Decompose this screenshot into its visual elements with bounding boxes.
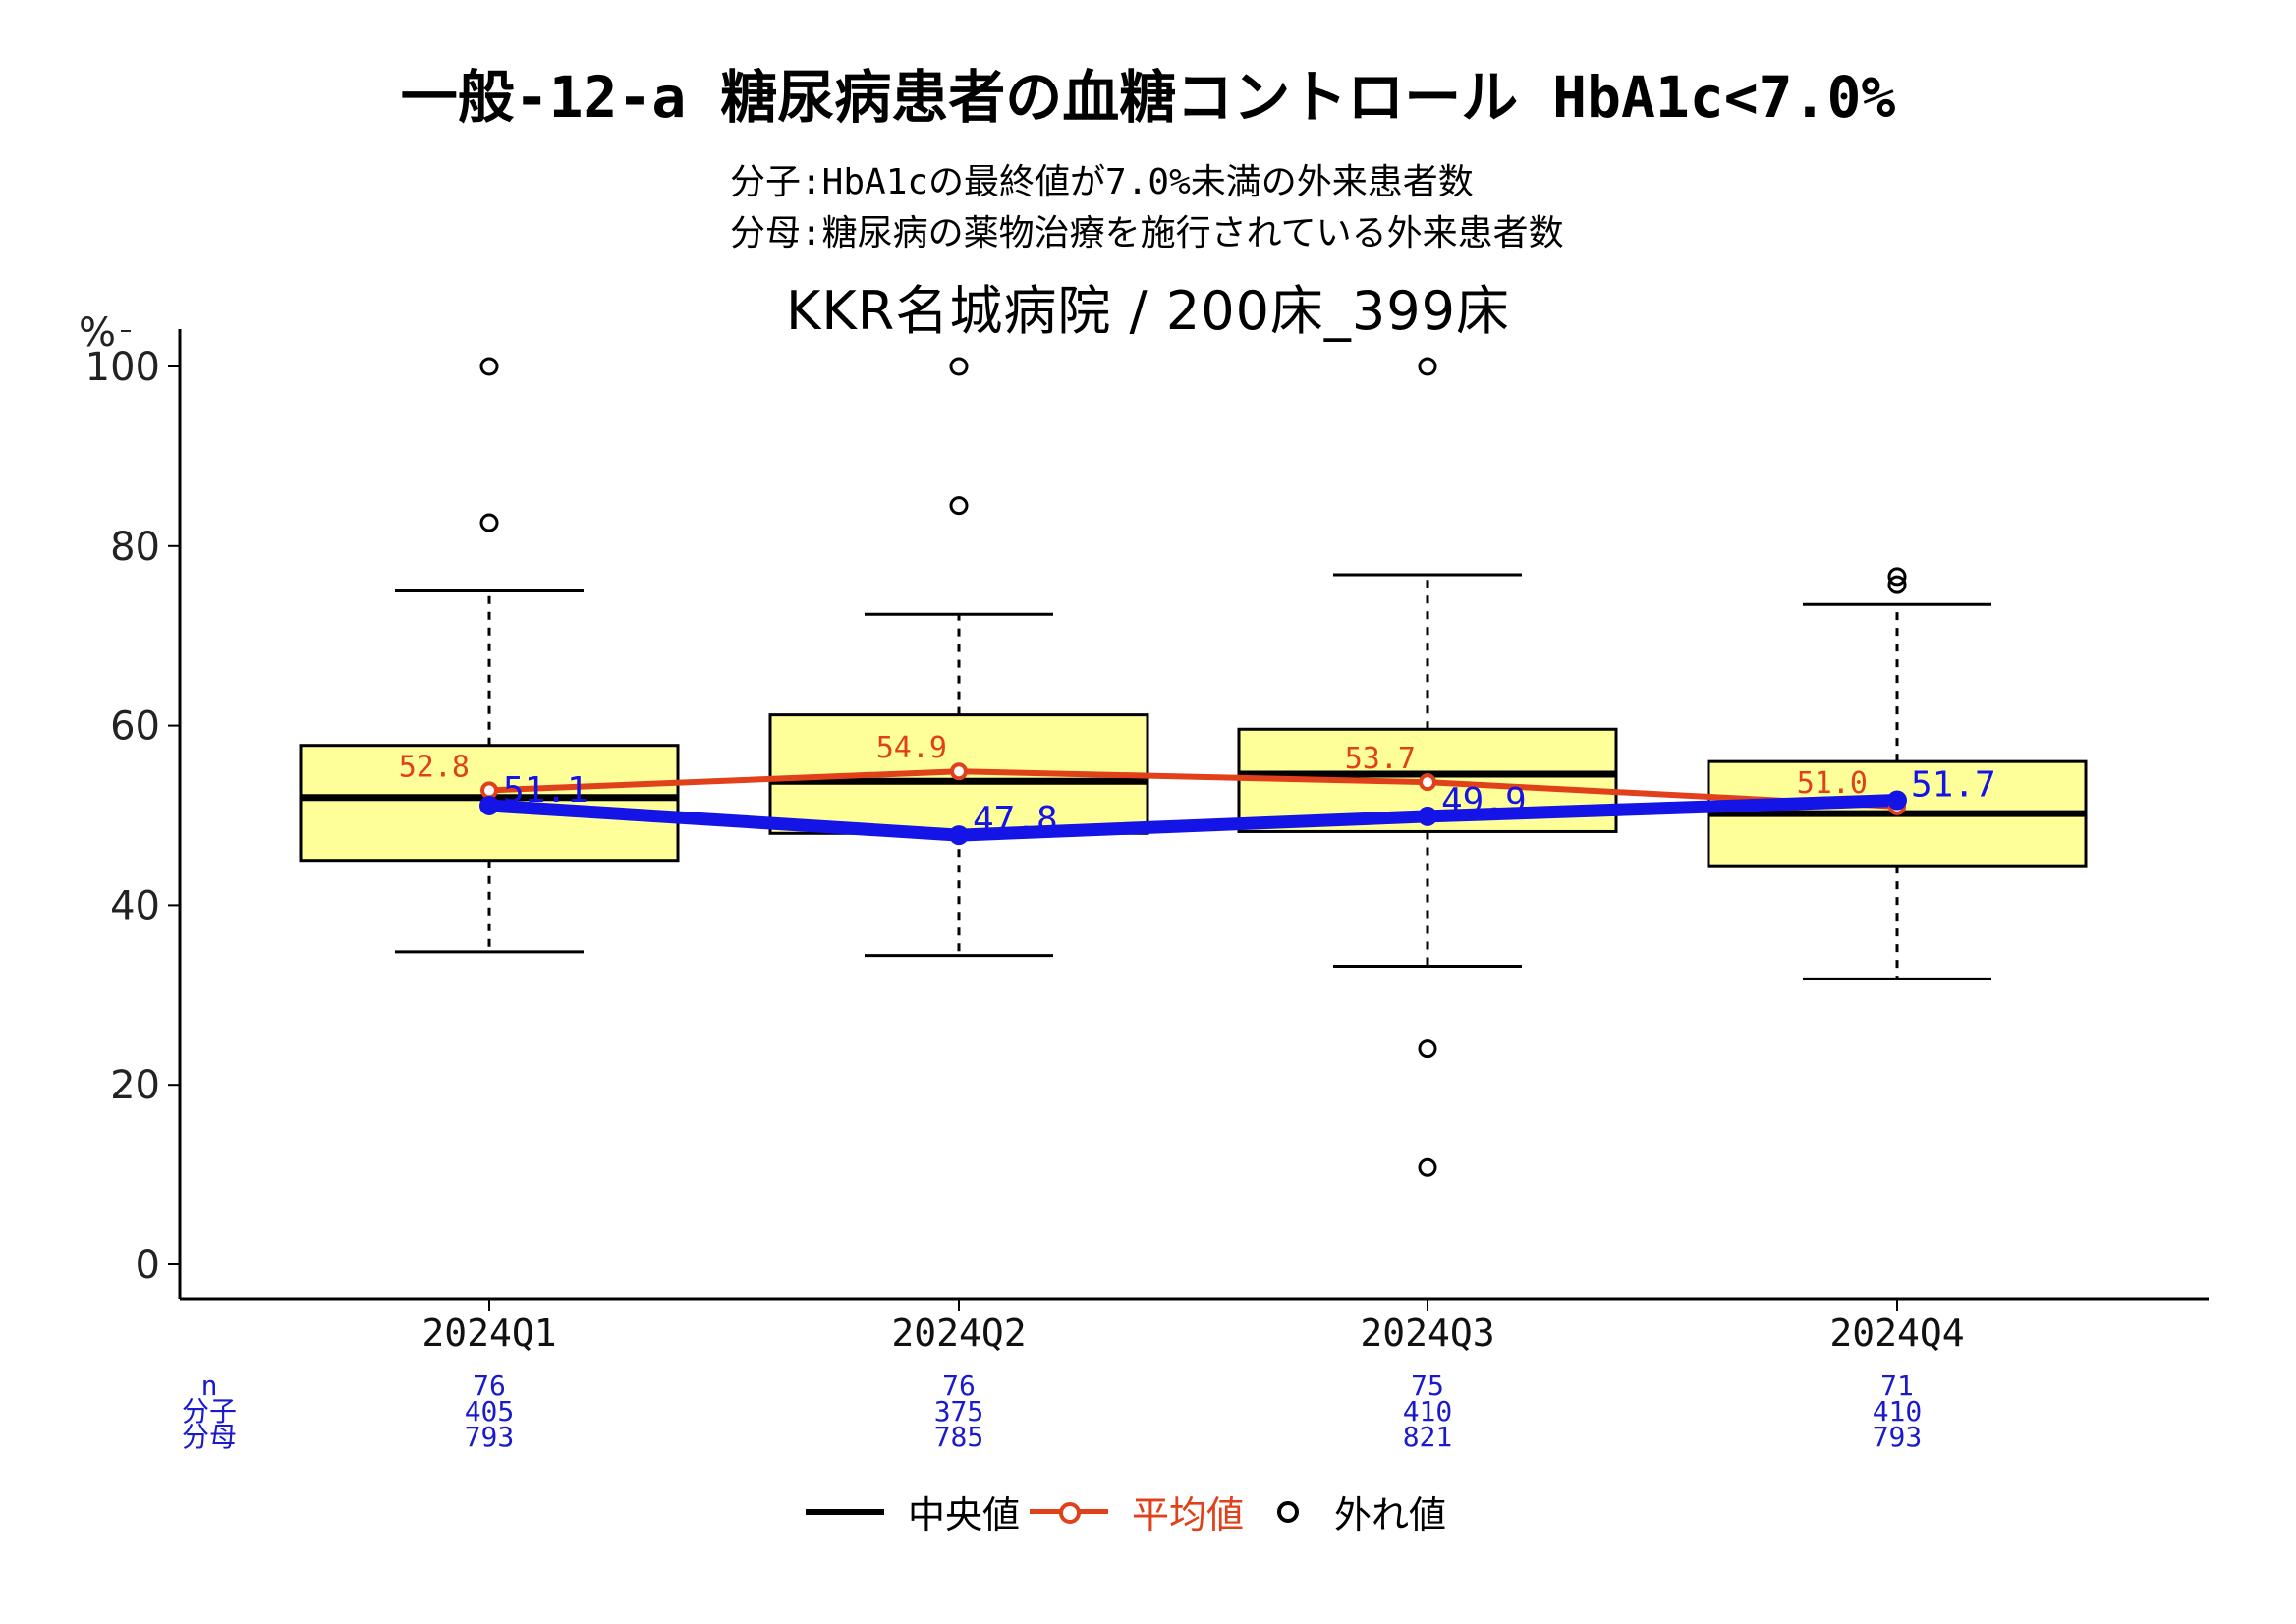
count-value: 76 xyxy=(473,1370,506,1402)
hospital-point xyxy=(479,795,499,815)
outlier-point xyxy=(1887,567,1907,587)
mean-data-label: 52.8 xyxy=(399,750,470,784)
subtitle-numerator: 分子:HbA1cの最終値が7.0%未満の外来患者数 xyxy=(730,162,1474,202)
mean-point xyxy=(1419,773,1436,792)
y-tick-label: 20 xyxy=(110,1063,160,1108)
box-2024Q4 xyxy=(1707,567,2088,980)
count-value: 410 xyxy=(1873,1395,1923,1428)
hospital-point xyxy=(1887,790,1907,811)
y-axis-label: % xyxy=(79,310,116,356)
box-2024Q1 xyxy=(299,357,680,954)
legend-outlier-swatch xyxy=(1271,1491,1311,1531)
count-value: 793 xyxy=(465,1421,515,1453)
chart-title: 一般-12-a 糖尿病患者の血糖コントロール HbA1c<7.0% xyxy=(400,64,1896,131)
hospital-point xyxy=(1418,806,1437,826)
outlier-point xyxy=(1887,575,1907,594)
box-2024Q3 xyxy=(1237,357,1618,1177)
axes: % 0 20 40 60 80 100 2024Q1 2024Q2 2024Q3 2024Q4 xyxy=(79,310,2209,1355)
hospital-data-label: 47.8 xyxy=(973,800,1058,840)
count-value: 71 xyxy=(1880,1370,1914,1402)
legend-mean-label: 平均値 xyxy=(1132,1492,1245,1537)
mean-point xyxy=(950,762,968,781)
subtitle-denominator: 分母:糖尿病の薬物治療を施行されている外来患者数 xyxy=(730,213,1564,253)
box-2024Q2 xyxy=(768,357,1149,958)
count-value: 375 xyxy=(934,1395,984,1428)
mean-series-line xyxy=(488,768,1898,810)
y-tick-label: 80 xyxy=(110,525,160,570)
legend-median-swatch xyxy=(806,1491,884,1531)
x-tick-label: 2024Q4 xyxy=(1829,1312,1964,1355)
x-tick-label: 2024Q3 xyxy=(1360,1312,1494,1355)
outlier-point xyxy=(949,357,969,376)
count-value: 785 xyxy=(934,1421,984,1453)
y-tick-label: 100 xyxy=(85,345,160,390)
count-value: 410 xyxy=(1403,1395,1453,1428)
legend-item-mean: 平均値 xyxy=(1030,1484,1244,1539)
hospital-point xyxy=(949,825,969,846)
chart-subtitle: 分子:HbA1cの最終値が7.0%未満の外来患者数 分母:糖尿病の薬物治療を施行… xyxy=(730,157,1564,259)
outlier-point xyxy=(479,513,499,532)
outlier-point xyxy=(1418,357,1437,376)
mean-data-label: 54.9 xyxy=(876,731,947,765)
count-value: 405 xyxy=(465,1395,515,1428)
count-row-label: 分子 xyxy=(182,1395,237,1428)
x-tick-label: 2024Q1 xyxy=(421,1312,556,1355)
legend-item-median: 中央値 xyxy=(806,1484,1020,1539)
outlier-point xyxy=(1418,1039,1437,1059)
legend-mean-swatch xyxy=(1030,1491,1109,1531)
hospital-data-label: 49.9 xyxy=(1441,781,1527,821)
outlier-point xyxy=(1418,1157,1437,1177)
count-value: 75 xyxy=(1411,1370,1444,1402)
outlier-point xyxy=(479,357,499,376)
count-row-label: 分母 xyxy=(182,1421,237,1453)
mean-data-label: 53.7 xyxy=(1345,742,1416,776)
hospital-series-line xyxy=(488,793,1898,842)
count-value: 76 xyxy=(942,1370,976,1402)
y-tick-label: 40 xyxy=(110,883,160,928)
mean-data-label: 51.0 xyxy=(1797,766,1868,801)
legend-median-label: 中央値 xyxy=(908,1492,1021,1537)
mean-point xyxy=(480,781,498,800)
y-tick-label: 0 xyxy=(136,1243,160,1288)
count-value: 793 xyxy=(1873,1421,1923,1453)
count-row-label: n xyxy=(201,1370,218,1402)
series-lines: 52.8 54.9 53.7 51.0 51.1 47.8 49.9 51.7 xyxy=(399,731,1996,846)
hospital-data-label: 51.7 xyxy=(1911,764,1996,805)
outlier-point xyxy=(949,496,969,516)
legend-outlier-label: 外れ値 xyxy=(1334,1492,1447,1537)
legend-item-outlier: 外れ値 xyxy=(1271,1484,1446,1539)
count-value: 821 xyxy=(1403,1421,1453,1453)
y-tick-label: 60 xyxy=(110,704,160,750)
hospital-title: KKR名城病院 / 200床_399床 xyxy=(785,280,1510,342)
hospital-data-label: 51.1 xyxy=(503,770,588,811)
x-tick-label: 2024Q2 xyxy=(891,1312,1026,1355)
legend: 中央値 平均値 外れ値 xyxy=(806,1482,1456,1540)
